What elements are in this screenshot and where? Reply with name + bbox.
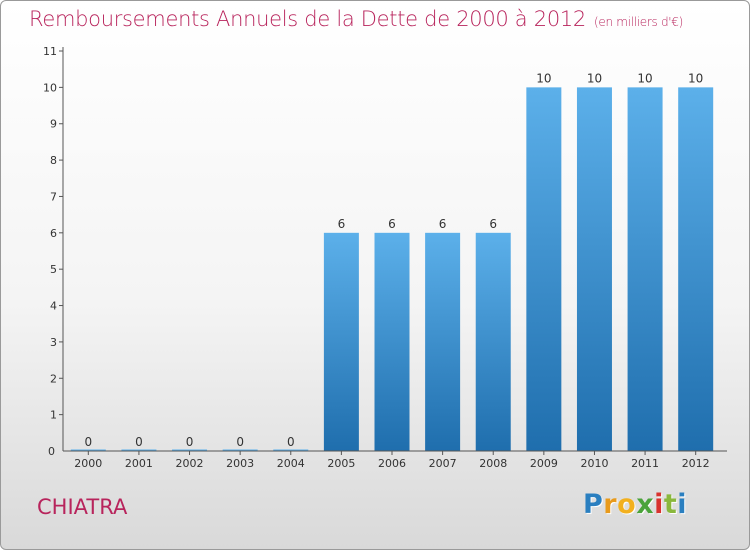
x-tick-label: 2006 <box>378 457 406 470</box>
bar <box>576 87 612 451</box>
logo-letter: i <box>677 489 688 520</box>
bar <box>425 232 461 451</box>
x-tick-label: 2003 <box>226 457 254 470</box>
bar <box>222 449 258 451</box>
chart-subtitle: (en milliers d'€) <box>594 15 684 29</box>
bar <box>526 87 562 451</box>
x-tick-label: 2009 <box>530 457 558 470</box>
logo-letter: r <box>603 489 618 520</box>
x-tick-label: 2002 <box>176 457 204 470</box>
x-tick-label: 2000 <box>74 457 102 470</box>
x-tick-label: 2005 <box>327 457 355 470</box>
y-tick-label: 1 <box>50 409 57 422</box>
value-label: 6 <box>388 217 396 231</box>
value-label: 6 <box>489 217 497 231</box>
y-tick-label: 6 <box>50 227 57 240</box>
value-label: 10 <box>637 71 652 85</box>
logo-letter: o <box>617 489 637 520</box>
bar <box>627 87 663 451</box>
y-tick-label: 5 <box>50 263 57 276</box>
chart-title-text: Remboursements Annuels de la Dette de 20… <box>29 7 586 31</box>
x-tick-label: 2010 <box>580 457 608 470</box>
x-tick-label: 2008 <box>479 457 507 470</box>
y-tick-label: 4 <box>50 300 57 313</box>
value-label: 10 <box>587 71 602 85</box>
y-tick-label: 3 <box>50 336 57 349</box>
value-label: 0 <box>135 435 143 449</box>
y-tick-label: 10 <box>43 81 57 94</box>
bar <box>172 449 208 451</box>
place-name: CHIATRA <box>37 495 128 519</box>
value-label: 0 <box>236 435 244 449</box>
y-tick-label: 2 <box>50 372 57 385</box>
logo-letter: x <box>636 489 655 520</box>
logo-letter: t <box>663 489 678 520</box>
bar <box>323 232 359 451</box>
bar <box>121 449 157 451</box>
bar <box>70 449 106 451</box>
value-label: 0 <box>84 435 92 449</box>
bar <box>273 449 309 451</box>
x-tick-label: 2004 <box>277 457 305 470</box>
value-label: 6 <box>439 217 447 231</box>
y-tick-label: 9 <box>50 118 57 131</box>
logo-letter: i <box>654 489 664 520</box>
bar <box>475 232 511 451</box>
x-tick-label: 2001 <box>125 457 153 470</box>
value-label: 10 <box>688 71 703 85</box>
x-tick-label: 2007 <box>429 457 457 470</box>
axes-group: 2000 2001 2002 2003 2004 2005 2006 2007 2008 2009… <box>43 45 727 470</box>
y-tick-label: 7 <box>50 190 57 203</box>
y-tick-label: 8 <box>50 154 57 167</box>
logo-letter: P <box>583 489 604 520</box>
bar <box>374 232 410 451</box>
y-tick-label: 11 <box>43 45 57 58</box>
bar <box>678 87 714 451</box>
bars-group: 0 0 0 0 0 6 6 6 6 10 10 10 10 <box>70 71 714 451</box>
value-label: 0 <box>186 435 194 449</box>
x-tick-label: 2012 <box>682 457 710 470</box>
value-label: 0 <box>287 435 295 449</box>
chart-title: Remboursements Annuels de la Dette de 20… <box>29 7 683 31</box>
x-tick-label: 2011 <box>631 457 659 470</box>
y-tick-label-zero: 0 <box>48 445 55 458</box>
proxiti-logo[interactable]: Proxiti <box>583 489 687 520</box>
value-label: 6 <box>338 217 346 231</box>
value-label: 10 <box>536 71 551 85</box>
